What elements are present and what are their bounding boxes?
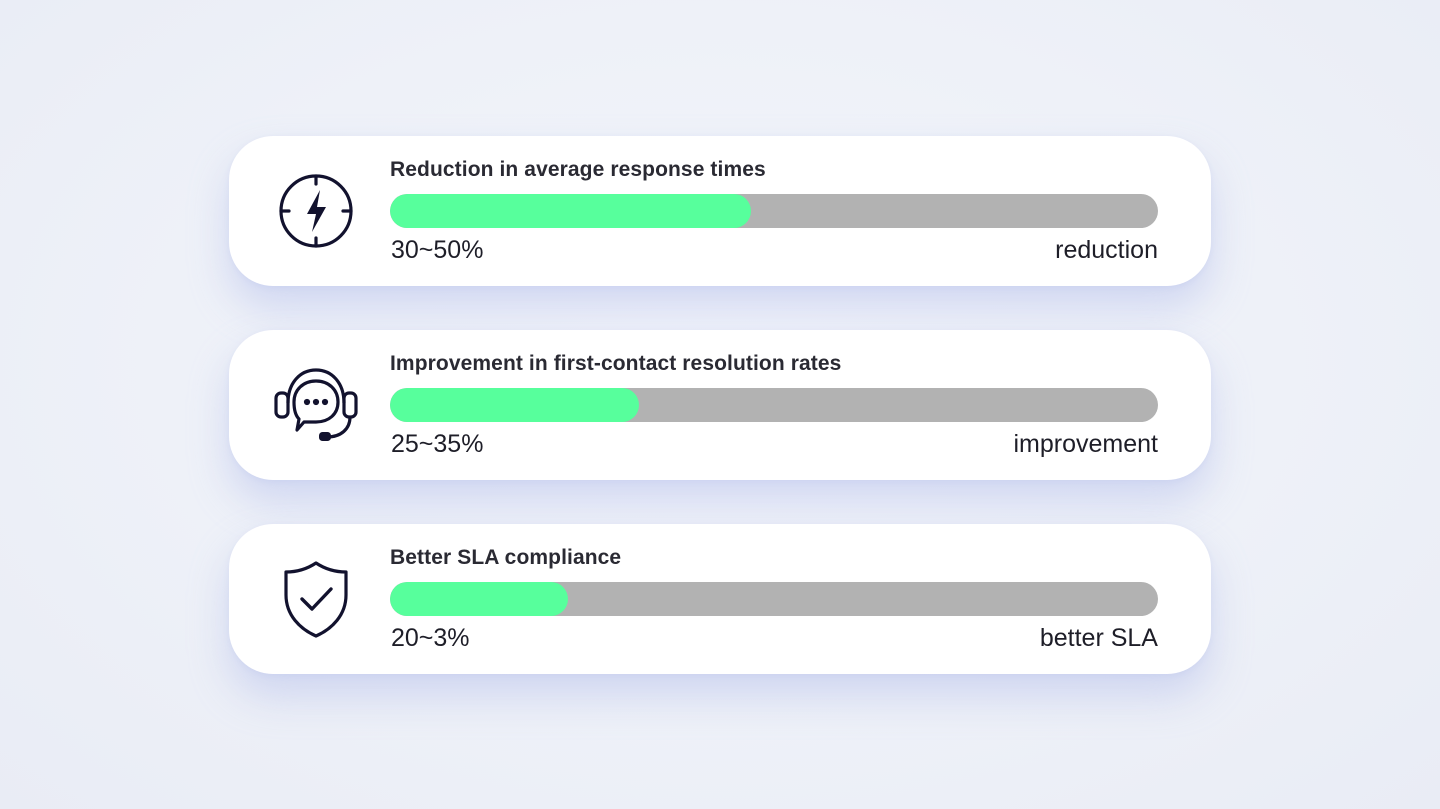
metric-value: 20~3% xyxy=(391,624,470,652)
progress-bar xyxy=(390,582,1158,616)
metric-card-sla-compliance: Better SLA compliance 20~3% better SLA xyxy=(229,524,1211,674)
metric-card-response-times: Reduction in average response times 30~5… xyxy=(229,136,1211,286)
metric-value: 30~50% xyxy=(391,236,484,264)
metric-title: Reduction in average response times xyxy=(390,158,766,181)
progress-fill xyxy=(390,194,751,228)
metric-cards: Reduction in average response times 30~5… xyxy=(229,136,1211,718)
metric-unit: better SLA xyxy=(1039,624,1158,652)
metric-value: 25~35% xyxy=(391,430,484,458)
metric-title: Improvement in first-contact resolution … xyxy=(390,352,842,375)
progress-fill xyxy=(390,388,639,422)
metric-unit: reduction xyxy=(1055,236,1158,264)
progress-bar xyxy=(390,388,1158,422)
metric-unit: improvement xyxy=(1013,430,1159,458)
metric-title: Better SLA compliance xyxy=(390,546,622,569)
shield-check-icon xyxy=(273,560,359,638)
metric-card-first-contact-resolution: Improvement in first-contact resolution … xyxy=(229,330,1211,480)
lightning-bolt-icon xyxy=(273,172,359,250)
progress-bar xyxy=(390,194,1158,228)
headset-chat-icon xyxy=(273,366,359,444)
progress-fill xyxy=(390,582,569,616)
